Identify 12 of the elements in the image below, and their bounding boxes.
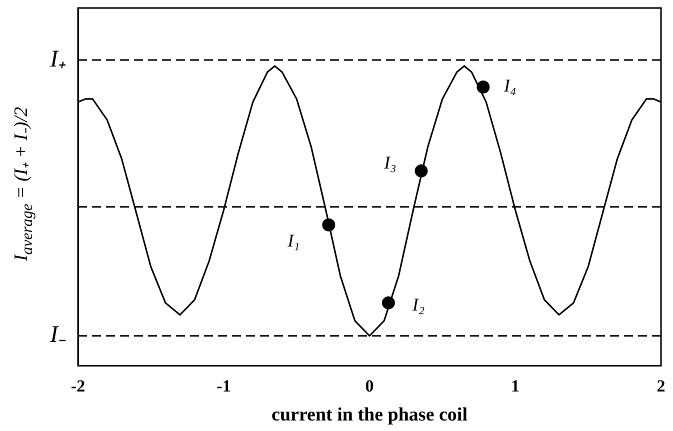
x-tick-label: 1 <box>511 376 520 396</box>
x-tick-label: -2 <box>70 376 86 396</box>
annotation: I₄ <box>503 76 516 96</box>
annotation: I₃ <box>383 152 396 173</box>
x-axis-title: current in the phase coil <box>272 404 468 426</box>
x-tick-label: 0 <box>365 376 374 396</box>
x-tick-label: 2 <box>656 376 666 396</box>
x-tick-label: -1 <box>216 376 231 396</box>
ref-line-label: I₋ <box>49 322 66 348</box>
annotation: I₂ <box>411 294 425 315</box>
annotation: I₁ <box>286 230 300 251</box>
ref-line-label: I₊ <box>49 46 66 72</box>
